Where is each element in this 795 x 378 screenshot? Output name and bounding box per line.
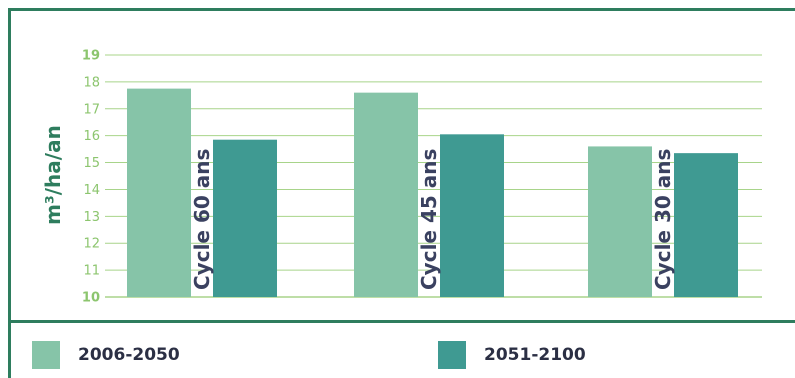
legend-swatch-series-1 xyxy=(32,341,60,369)
category-label-2: Cycle 45 ans xyxy=(417,149,441,290)
y-tick-label: 19 xyxy=(82,49,100,64)
y-tick-label: 15 xyxy=(83,156,100,171)
y-tick-label: 18 xyxy=(83,75,100,90)
y-tick-label: 10 xyxy=(82,291,100,306)
grid-lines xyxy=(105,54,762,298)
category-label-3: Cycle 30 ans xyxy=(651,149,675,290)
y-tick-label: 17 xyxy=(83,102,100,117)
y-tick-label: 12 xyxy=(83,237,100,252)
chart-frame-top-border xyxy=(8,8,795,11)
bar-2-2 xyxy=(440,134,504,297)
legend-label-series-1: 2006-2050 xyxy=(78,345,180,365)
legend-item-series-2: 2051-2100 xyxy=(438,340,586,370)
bar-chart: 10 11 12 13 14 15 16 17 18 19 Cycle 60 ans Cycle 4… xyxy=(41,49,762,306)
y-axis-ticks: 10 11 12 13 14 15 16 17 18 19 xyxy=(82,49,100,306)
bars xyxy=(127,88,738,298)
legend-divider xyxy=(8,320,795,323)
y-axis-title: m³/ha/an xyxy=(41,125,65,225)
bar-2-3 xyxy=(674,153,738,297)
legend-swatch-series-2 xyxy=(438,341,466,369)
chart-frame-left-border xyxy=(8,8,11,378)
y-tick-label: 16 xyxy=(83,129,100,144)
y-tick-label: 11 xyxy=(83,264,100,279)
category-label-1: Cycle 60 ans xyxy=(190,149,214,290)
y-tick-label: 13 xyxy=(83,210,100,225)
legend-item-series-1: 2006-2050 xyxy=(32,340,180,370)
bar-1-2 xyxy=(354,92,418,298)
bar-2-1 xyxy=(213,139,277,297)
bar-1-3 xyxy=(588,146,652,297)
category-labels: Cycle 60 ans Cycle 45 ans Cycle 30 ans xyxy=(190,149,675,290)
bar-1-1 xyxy=(127,88,191,297)
y-tick-label: 14 xyxy=(83,183,100,198)
legend-label-series-2: 2051-2100 xyxy=(484,345,586,365)
